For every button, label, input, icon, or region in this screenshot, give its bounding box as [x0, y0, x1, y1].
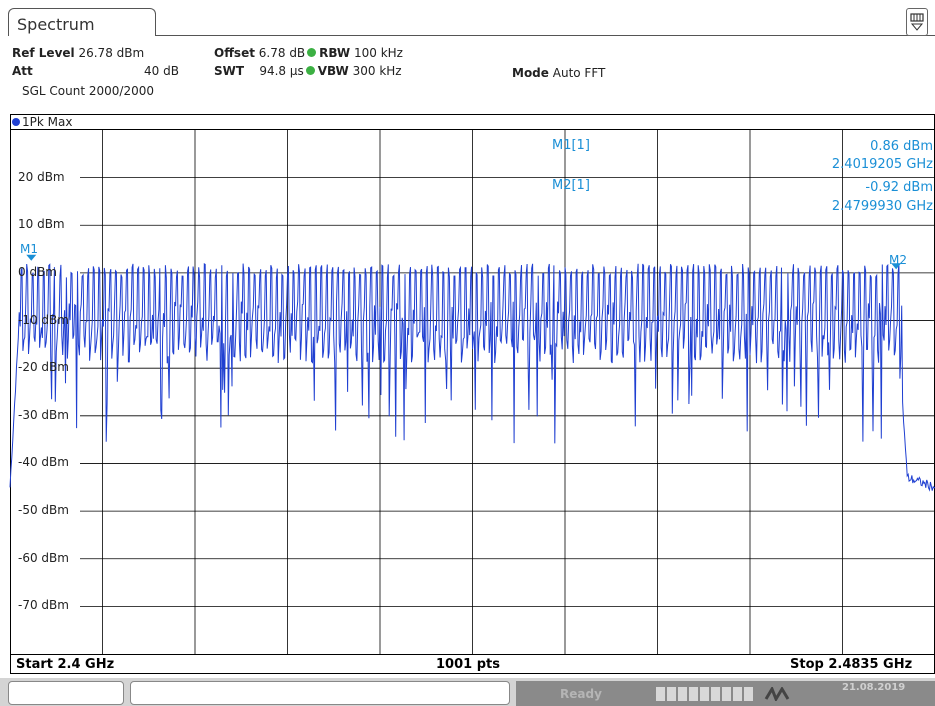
status-field-2[interactable] [130, 681, 510, 705]
offset: Offset 6.78 dB RBW 100 kHz [214, 46, 403, 60]
swt: SWT 94.8 µs VBW 300 kHz [214, 64, 402, 78]
tab-label: Spectrum [17, 15, 95, 34]
mode: Mode Auto FFT [512, 66, 606, 80]
footer-divider [10, 654, 935, 655]
y-tick-label: -10 dBm [18, 312, 69, 327]
att: Att 40 dB [12, 64, 179, 78]
marker-2-level: -0.92 dBm [865, 180, 933, 195]
y-tick-label: 0 dBm [18, 264, 57, 279]
sgl-count: SGL Count 2000/2000 [22, 84, 154, 98]
rbw-led-icon [307, 48, 317, 57]
vbw-led-icon [305, 66, 315, 75]
trace-label: 1Pk Max [12, 115, 72, 129]
start-frequency: Start 2.4 GHz [16, 657, 115, 672]
marker-2-triangle [891, 263, 902, 270]
plot-header-divider [10, 129, 935, 130]
y-tick-label: -50 dBm [18, 503, 69, 518]
network-icon [764, 685, 790, 703]
status-field-1[interactable] [8, 681, 124, 705]
grid [80, 130, 935, 654]
y-tick-label: 10 dBm [18, 217, 65, 232]
y-tick-label: -60 dBm [18, 550, 69, 565]
progress-indicator-icon [656, 686, 756, 701]
point-count: 1001 pts [436, 657, 500, 672]
marker-1-level: 0.86 dBm [870, 139, 933, 154]
settings-menu-icon[interactable] [906, 8, 928, 36]
tab-underline [156, 35, 935, 36]
trace-dot-icon [12, 118, 20, 126]
marker-1-triangle [26, 254, 37, 261]
ref-level: Ref Level 26.78 dBm [12, 46, 145, 60]
tab-spectrum[interactable]: Spectrum [8, 8, 156, 36]
y-tick-label: -70 dBm [18, 598, 69, 613]
marker-1-freq: 2.4019205 GHz [831, 157, 933, 172]
y-tick-label: -30 dBm [18, 407, 69, 422]
stop-frequency: Stop 2.4835 GHz [790, 657, 913, 672]
status-date: 21.08.2019 [842, 682, 906, 693]
status-ready: Ready [560, 687, 602, 701]
y-tick-label: 20 dBm [18, 169, 65, 184]
marker-1-tag: M1 [20, 242, 38, 256]
trace-line [9, 263, 935, 492]
y-tick-label: -20 dBm [18, 360, 69, 375]
y-tick-label: -40 dBm [18, 455, 69, 470]
marker-1-label: M1[1] [552, 138, 590, 153]
marker-2-freq: 2.4799930 GHz [831, 199, 933, 214]
marker-2-label: M2[1] [552, 178, 590, 193]
marker-2-tag: M2 [889, 253, 907, 267]
